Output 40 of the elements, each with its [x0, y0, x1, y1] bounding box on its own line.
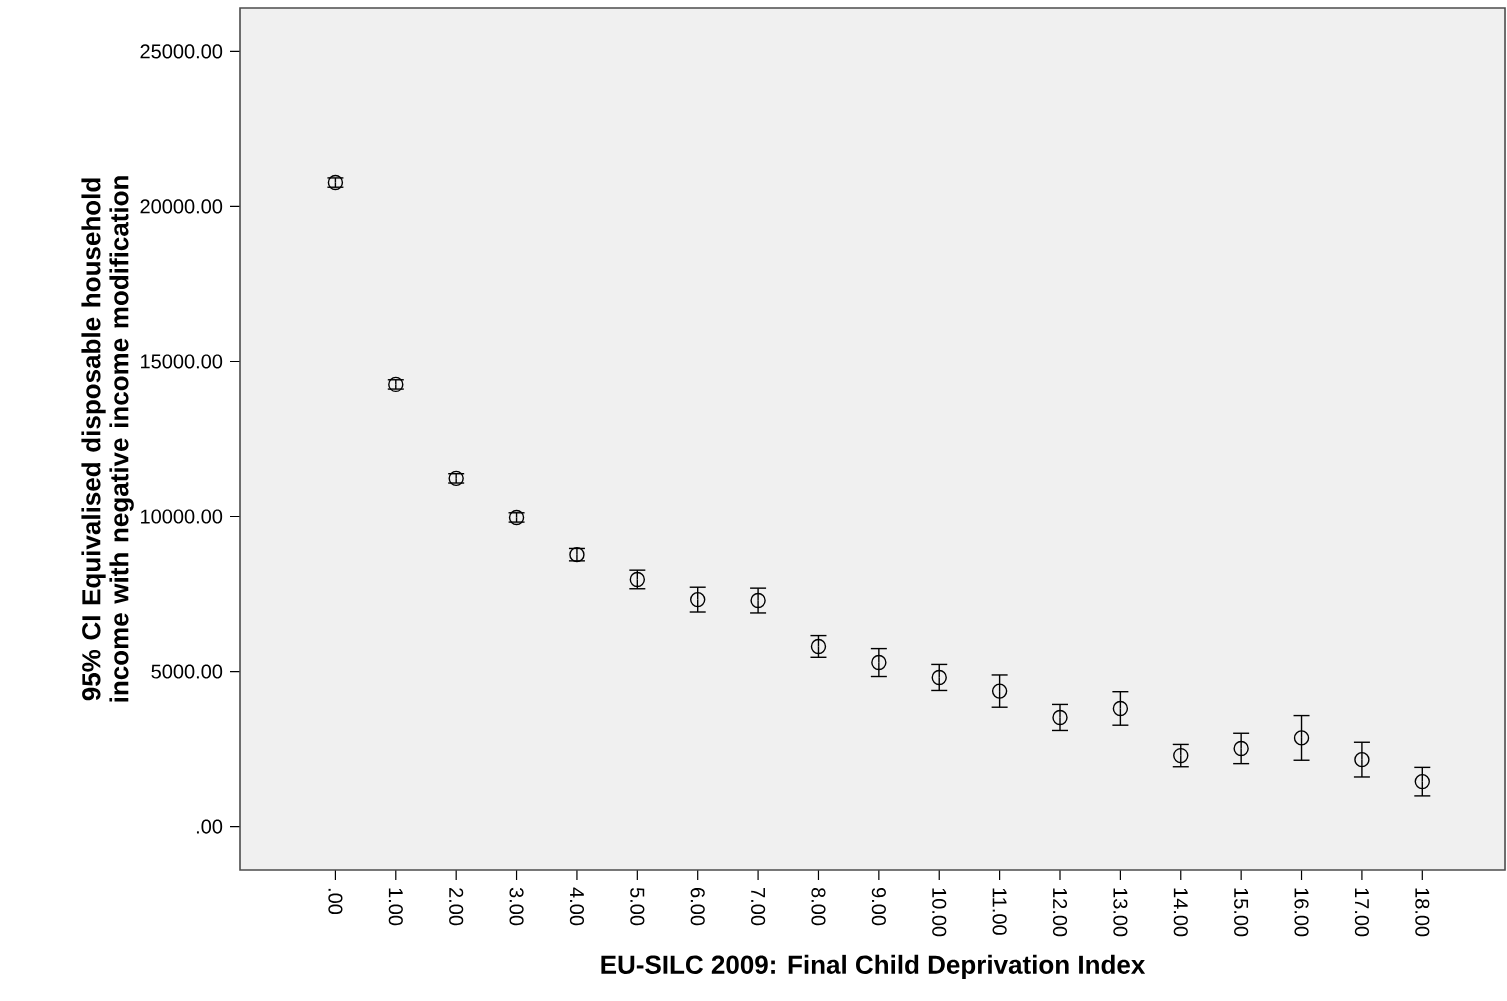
- x-tick-label: 3.00: [509, 887, 524, 926]
- y-tick-label: .00: [196, 819, 223, 834]
- x-tick-label: 1.00: [388, 888, 403, 926]
- x-tick-label: 18.00: [1415, 888, 1430, 937]
- point: [690, 591, 706, 608]
- point: [991, 683, 1008, 699]
- x-tick-label: 16.00: [1294, 888, 1309, 937]
- x-tick-label: 15.00: [1234, 888, 1249, 937]
- point: [750, 592, 766, 609]
- x-tick-label: .00: [328, 888, 343, 915]
- y-axis-title: 95% CI Equivalised disposable household income with negative income modification: [81, 176, 134, 702]
- x-tick-label: 17.00: [1354, 888, 1369, 937]
- y-tick-label: 10000.00: [141, 509, 223, 524]
- x-tick-label: 13.00: [1113, 888, 1128, 937]
- point: [1173, 747, 1189, 764]
- x-tick-label: 7.00: [751, 888, 766, 926]
- x-tick-label: 8.00: [811, 887, 826, 926]
- x-tick-label: 6.00: [690, 888, 705, 926]
- y-tick-label: 20000.00: [140, 199, 223, 214]
- point: [1052, 709, 1068, 726]
- y-tick-label: 25000.00: [140, 44, 223, 59]
- x-tick-label: 11.00: [992, 888, 1007, 935]
- point: [1112, 700, 1129, 717]
- x-tick-label: 5.00: [630, 887, 645, 926]
- x-tick-label: 14.00: [1173, 888, 1188, 937]
- x-tick-label: 10.00: [932, 888, 947, 937]
- point: [1414, 773, 1430, 790]
- y-tick-label: 5000.00: [151, 664, 223, 679]
- x-axis-title: EU-SILC 2009: Final Child Deprivation Index: [601, 954, 1146, 980]
- point: [871, 654, 887, 671]
- point: [1233, 740, 1249, 757]
- x-tick-label: 9.00: [871, 888, 886, 926]
- x-tick-label: 2.00: [449, 888, 464, 926]
- point: [931, 669, 947, 686]
- point: [1354, 751, 1370, 768]
- x-tick-label: 4.00: [569, 887, 585, 926]
- point: [810, 638, 827, 655]
- y-tick-label: 15000.00: [141, 354, 223, 369]
- x-tick-label: 12.00: [1052, 888, 1068, 937]
- point: [1293, 730, 1310, 746]
